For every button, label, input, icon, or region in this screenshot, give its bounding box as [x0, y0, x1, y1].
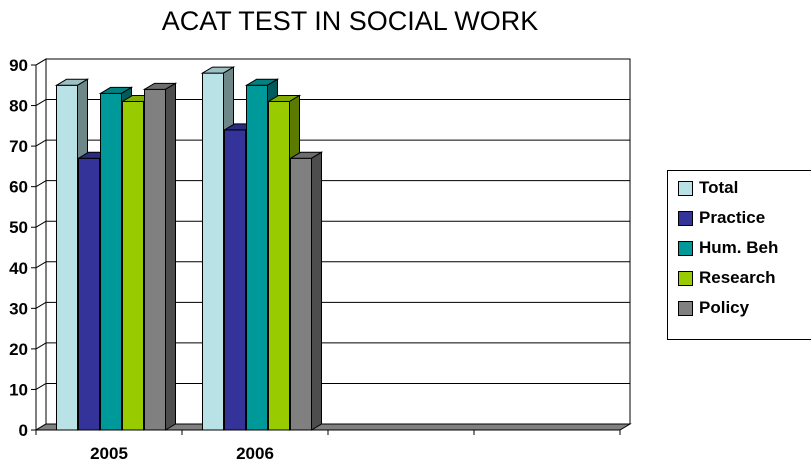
bar [78, 157, 100, 431]
bar [144, 88, 166, 431]
gridline-side [35, 342, 47, 350]
gridline-side [35, 220, 47, 228]
legend-item: Hum. Beh [678, 237, 778, 259]
legend-label: Hum. Beh [699, 238, 779, 257]
y-tick-label: 90 [9, 56, 28, 75]
bar [224, 129, 246, 431]
legend-swatch [678, 180, 693, 196]
legend-swatch [678, 300, 693, 316]
legend: Total Practice Hum. Beh Research Policy [667, 170, 811, 340]
legend-swatch [678, 210, 693, 226]
legend-swatch [678, 270, 693, 286]
bar [56, 84, 78, 431]
bar [100, 92, 122, 431]
legend-item: Total [678, 177, 738, 199]
chart-title: ACAT TEST IN SOCIAL WORK [161, 6, 539, 36]
y-tick-label: 70 [9, 137, 28, 156]
legend-item: Policy [678, 297, 749, 319]
gridline-side [35, 99, 47, 106]
legend-label: Practice [699, 208, 766, 227]
gridline-side [35, 180, 47, 188]
legend-item: Research [678, 267, 776, 289]
gridline-side [35, 383, 47, 390]
y-tick-label: 10 [9, 380, 28, 399]
bar [268, 101, 290, 431]
legend-item: Practice [678, 207, 765, 229]
bar [202, 72, 224, 431]
gridline-side [35, 301, 47, 309]
y-tick-label: 60 [9, 178, 28, 197]
y-tick-label: 80 [9, 97, 28, 116]
bar-side [311, 151, 322, 431]
y-tick-label: 40 [9, 259, 28, 278]
gridline-side [35, 261, 47, 269]
gridline-side [35, 139, 47, 147]
legend-label: Research [699, 268, 776, 287]
y-tick-label: 30 [9, 299, 28, 318]
legend-label: Total [699, 178, 739, 197]
gridline-side [35, 58, 47, 66]
legend-label: Policy [699, 298, 750, 317]
bar [290, 157, 312, 431]
plot-side-wall [35, 58, 47, 431]
legend-swatch [678, 240, 693, 256]
y-tick-label: 20 [9, 340, 28, 359]
bar-side [165, 82, 176, 431]
y-tick-label: 50 [9, 218, 28, 237]
bar [246, 84, 268, 431]
x-category-label: 2005 [90, 444, 128, 463]
bar [122, 101, 144, 431]
y-tick-label: 0 [19, 421, 28, 440]
x-category-label: 2006 [236, 444, 274, 463]
